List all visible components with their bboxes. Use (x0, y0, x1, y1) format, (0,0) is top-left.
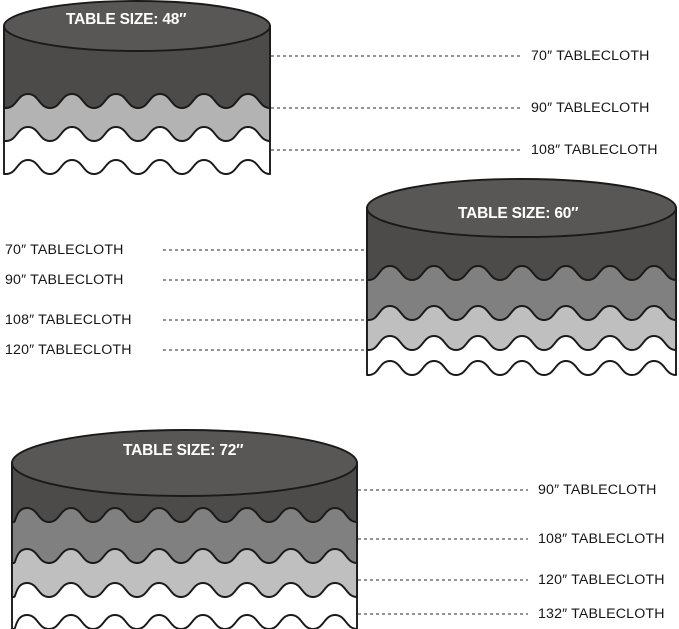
callout-72-132: 132″ TABLECLOTH (538, 606, 665, 622)
table-48-leader-lines (271, 55, 520, 151)
table-48-figure (3, 0, 271, 175)
table-72-top (11, 429, 358, 497)
table-72-figure (11, 429, 358, 629)
callout-60-90: 90″ TABLECLOTH (5, 272, 124, 288)
table-48-top (3, 0, 271, 52)
callout-72-90: 90″ TABLECLOTH (538, 482, 657, 498)
table-60-top (366, 178, 677, 238)
callout-72-120: 120″ TABLECLOTH (538, 572, 665, 588)
table-72-leader-lines (358, 489, 528, 615)
callout-72-108: 108″ TABLECLOTH (538, 531, 665, 547)
callout-48-90: 90″ TABLECLOTH (531, 100, 650, 116)
callout-48-108: 108″ TABLECLOTH (531, 142, 658, 158)
table-72-title: TABLE SIZE: 72″ (123, 442, 244, 459)
callout-60-108: 108″ TABLECLOTH (5, 312, 132, 328)
table-48-title: TABLE SIZE: 48″ (66, 11, 187, 28)
callout-48-70: 70″ TABLECLOTH (531, 48, 650, 64)
callout-60-120: 120″ TABLECLOTH (5, 342, 132, 358)
callout-60-70: 70″ TABLECLOTH (5, 242, 124, 258)
table-60-leader-lines (163, 249, 366, 351)
table-60-figure (366, 178, 677, 376)
table-60-title: TABLE SIZE: 60″ (458, 205, 579, 222)
